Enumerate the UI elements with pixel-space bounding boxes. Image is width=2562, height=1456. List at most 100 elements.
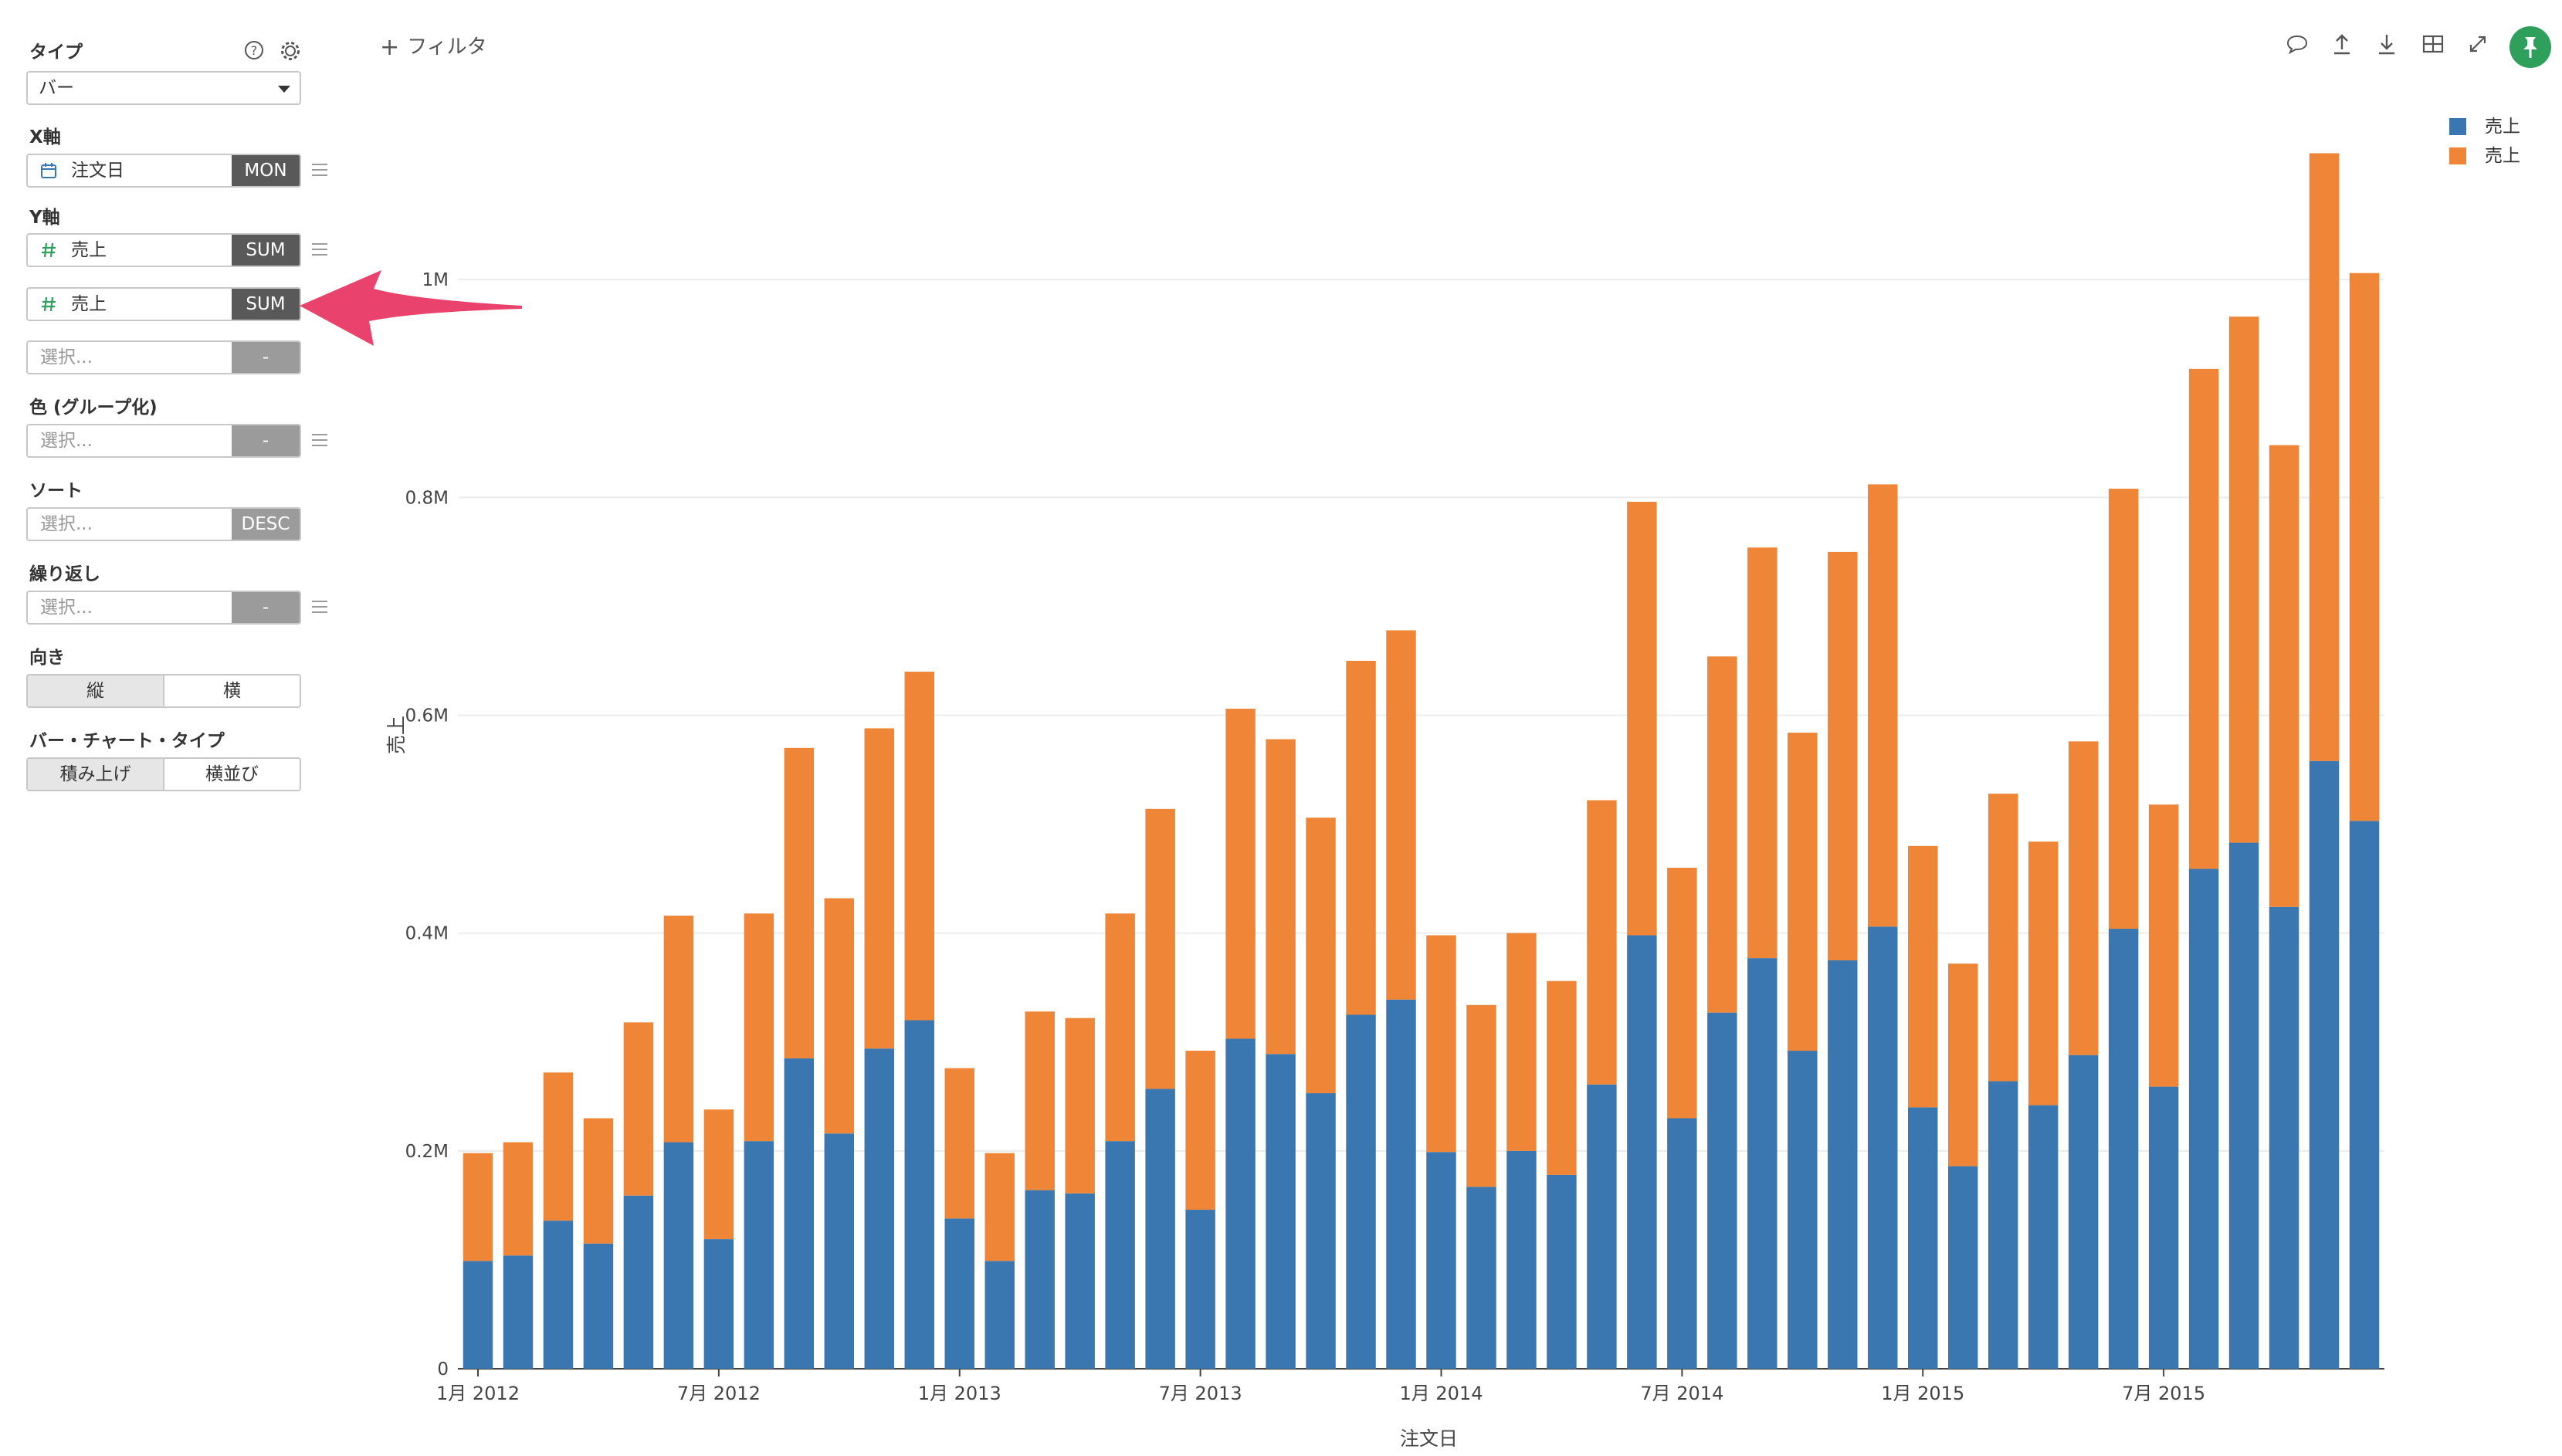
repeat-field[interactable]: 選択... - [26,591,301,625]
bar-series-1 [1908,1107,1938,1369]
bar-series-1 [583,1243,614,1369]
expand-icon[interactable] [2465,31,2491,57]
grid-icon[interactable] [2420,31,2446,57]
legend-item-1[interactable]: 売上 [2449,111,2520,137]
bar-series-2 [1667,868,1697,1119]
chart-type-select[interactable]: バー [26,71,301,105]
bar-series-2 [1426,935,1456,1153]
calendar-icon [41,163,56,178]
upload-icon[interactable] [2329,31,2355,57]
bar-series-1 [1707,1012,1737,1369]
type-label: タイプ [29,42,83,63]
y-axis-field-1[interactable]: 売上 SUM [26,233,301,267]
x-tick-label: 7月 2012 [677,1383,761,1404]
sort-placeholder: 選択... [40,514,93,534]
legend-swatch [2449,147,2466,164]
bar-series-1 [1025,1190,1055,1369]
bar-series-2 [1506,933,1537,1151]
bar-series-2 [784,747,815,1058]
bar-series-2 [2269,445,2299,907]
bar-series-1 [1747,958,1777,1369]
bar-series-1 [2028,1105,2059,1369]
orientation-vertical-option[interactable]: 縦 [28,676,163,706]
bar-series-2 [2148,804,2179,1087]
bar-series-2 [463,1153,493,1261]
drag-handle-icon[interactable] [312,601,327,615]
bar-series-1 [1466,1187,1496,1369]
y-axis-add-field[interactable]: 選択... - [26,340,301,374]
bar-chart-type-label: バー・チャート・タイプ [29,731,225,751]
color-group-field[interactable]: 選択... - [26,424,301,458]
y-axis-field-2-aggregation-button[interactable]: SUM [232,289,300,320]
bar-series-1 [864,1048,895,1369]
bar-series-1 [2269,906,2299,1369]
y-axis-field-1-name: 売上 [71,240,107,260]
bar-series-1 [2349,821,2380,1369]
drag-handle-icon[interactable] [312,434,327,448]
drag-handle-icon[interactable] [312,243,327,257]
bar-series-1 [744,1141,774,1369]
svg-text:?: ? [251,43,258,58]
bar-series-2 [904,672,934,1021]
bar-series-2 [2228,317,2259,843]
x-axis-aggregation-button[interactable]: MON [232,155,300,186]
gear-icon[interactable] [280,40,301,62]
bar-series-2 [2108,489,2139,929]
download-icon[interactable] [2374,31,2400,57]
bar-series-2 [1627,501,1657,936]
bar-series-2 [1828,551,1858,960]
bar-series-2 [1908,845,1938,1108]
bar-series-1 [2228,842,2259,1369]
x-axis-field[interactable]: 注文日 MON [26,154,301,188]
bar-series-2 [1025,1011,1055,1190]
legend-label: 売上 [2485,117,2520,137]
bar-series-2 [744,913,774,1142]
bar-series-1 [703,1239,734,1369]
sort-field[interactable]: 選択... DESC [26,507,301,541]
bar-series-1 [1145,1089,1175,1369]
pin-button[interactable] [2509,26,2551,68]
bar-series-1 [904,1020,934,1369]
bar-series-1 [2309,760,2340,1369]
bar-series-2 [824,898,855,1134]
bar-series-1 [2068,1055,2099,1369]
bar-series-2 [2028,841,2059,1106]
bar-series-2 [1145,808,1175,1089]
bar-series-1 [503,1255,534,1369]
y-axis-placeholder: 選択... [40,347,93,367]
y-axis-field-2[interactable]: 売上 SUM [26,287,301,321]
y-tick-label: 1M [422,270,449,290]
sort-direction-button[interactable]: DESC [232,509,300,540]
bar-type-stacked-option[interactable]: 積み上げ [28,759,163,790]
bar-series-2 [1386,630,1416,1000]
bar-series-1 [1667,1118,1697,1369]
y-axis-field-1-aggregation-button[interactable]: SUM [232,235,300,266]
color-group-label: 色 (グループ化) [29,398,158,418]
drag-handle-icon[interactable] [312,164,327,178]
bar-series-2 [1947,963,1978,1166]
bar-type-grouped-option[interactable]: 横並び [163,759,300,790]
x-tick-label: 1月 2015 [1881,1383,1964,1404]
number-icon [42,296,56,312]
legend-item-2[interactable]: 売上 [2449,141,2520,167]
number-icon [42,242,56,258]
y-axis-placeholder-agg[interactable]: - [232,342,300,373]
orientation-horizontal-option[interactable]: 横 [163,676,300,706]
bar-series-1 [944,1218,974,1369]
bar-series-1 [1506,1150,1537,1369]
bar-series-1 [784,1058,815,1369]
bar-series-2 [1266,739,1296,1055]
bar-series-2 [1466,1004,1496,1187]
bar-series-1 [1346,1014,1376,1369]
y-axis-label: Y軸 [29,208,60,228]
x-axis-title: 注文日 [1400,1427,1458,1450]
plus-icon: + [380,34,400,61]
add-filter-button[interactable]: + フィルタ [380,31,487,61]
color-group-agg[interactable]: - [232,425,300,456]
bar-series-1 [663,1142,694,1369]
bar-series-1 [1266,1054,1296,1369]
repeat-agg[interactable]: - [232,592,300,623]
bar-series-2 [2349,273,2380,821]
comment-icon[interactable] [2284,31,2310,57]
help-icon[interactable]: ? [244,40,264,60]
